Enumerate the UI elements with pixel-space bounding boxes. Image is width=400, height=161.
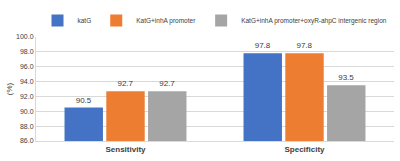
svg-text:98.0: 98.0 (20, 48, 34, 55)
svg-text:katG: katG (78, 17, 92, 24)
svg-text:90.5: 90.5 (76, 96, 92, 105)
svg-text:97.8: 97.8 (296, 41, 312, 50)
svg-text:KatG+inhA promoter: KatG+inhA promoter (136, 17, 196, 25)
svg-text:92.7: 92.7 (117, 79, 133, 88)
svg-text:92.7: 92.7 (159, 79, 175, 88)
svg-text:90.0: 90.0 (20, 108, 34, 115)
svg-text:92.0: 92.0 (20, 93, 34, 100)
svg-text:93.5: 93.5 (338, 73, 354, 82)
svg-text:94.0: 94.0 (20, 78, 34, 85)
svg-text:Specificity: Specificity (284, 145, 325, 154)
svg-text:88.0: 88.0 (20, 123, 34, 130)
svg-text:96.0: 96.0 (20, 63, 34, 70)
svg-text:97.8: 97.8 (255, 41, 271, 50)
svg-text:KatG+inhA promoter+oxyR-ahpC i: KatG+inhA promoter+oxyR-ahpC intergenic … (241, 17, 387, 25)
svg-text:(%): (%) (5, 82, 14, 95)
svg-text:86.0: 86.0 (20, 137, 34, 144)
svg-text:Sensitivity: Sensitivity (105, 145, 146, 154)
svg-text:100.0: 100.0 (16, 33, 34, 40)
